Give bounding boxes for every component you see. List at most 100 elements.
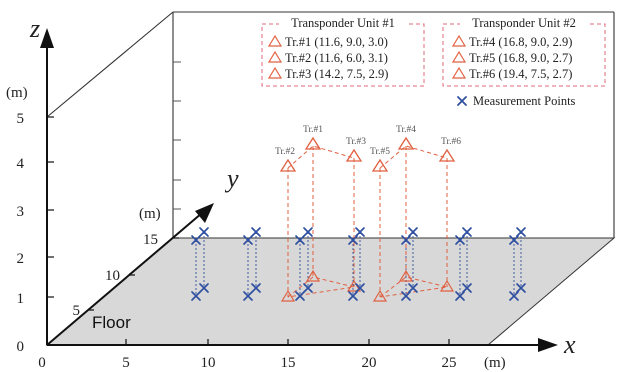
cross-icon	[191, 291, 201, 301]
triangle-icon	[280, 289, 296, 302]
triangle-icon	[451, 50, 467, 63]
legend-tr-2: Tr.#2 (11.6, 6.0, 3.1)	[285, 51, 388, 65]
legend-tr-4: Tr.#4 (16.8, 9.0, 2.9)	[469, 35, 572, 49]
cross-icon	[348, 291, 358, 301]
floor-plane	[45, 237, 616, 346]
cross-icon	[462, 283, 472, 293]
cross-icon	[516, 227, 526, 237]
z-unit-label: (m)	[6, 85, 28, 101]
cross-icon	[355, 227, 365, 237]
unit2-floor-footprint	[379, 276, 448, 298]
unit1-top-link	[287, 145, 355, 169]
measurement-points-top	[191, 227, 526, 245]
cross-icon	[295, 291, 305, 301]
cross-icon	[199, 227, 209, 237]
z-axis-label: z	[29, 14, 40, 43]
tr-1-marker	[304, 136, 322, 150]
tr-3-marker	[345, 148, 363, 162]
triangle-icon	[267, 66, 283, 79]
y-tick-labels: 5 10 15	[73, 232, 159, 319]
y-tick-15: 15	[143, 232, 158, 248]
cross-icon	[509, 291, 519, 301]
triangle-icon	[398, 269, 414, 282]
legend-unit-2: Transponder Unit #2 Tr.#4 (16.8, 9.0, 2.…	[442, 15, 606, 87]
tr-6-marker	[438, 148, 456, 162]
legend-measurement: Measurement Points	[457, 94, 576, 108]
cross-icon	[516, 283, 526, 293]
x-unit-label: (m)	[484, 355, 506, 371]
y-tick-10: 10	[105, 268, 120, 284]
tr-5-marker	[371, 158, 389, 172]
cross-icon	[303, 227, 313, 237]
legend-unit-1: Transponder Unit #1 Tr.#1 (11.6, 9.0, 3.…	[261, 15, 425, 87]
x-axis-arrow	[538, 338, 558, 352]
side-wall-top-edge	[46, 11, 174, 118]
legend-measurement-label: Measurement Points	[473, 94, 576, 108]
floor-transponder-markers	[280, 269, 455, 302]
cross-icon	[355, 283, 365, 293]
triangle-icon	[439, 279, 455, 292]
y-unit-label: (m)	[139, 206, 161, 222]
floor-label: Floor	[92, 313, 131, 332]
cross-icon	[455, 235, 465, 245]
cross-icon	[191, 235, 201, 245]
legend-tr-3: Tr.#3 (14.2, 7.5, 2.9)	[285, 67, 388, 81]
x-tick-25: 25	[442, 355, 457, 371]
x-tick-5: 5	[122, 355, 130, 371]
legend-tr-5: Tr.#5 (16.8, 9.0, 2.7)	[469, 51, 572, 65]
cross-icon	[401, 291, 411, 301]
triangle-icon	[267, 50, 283, 63]
tr-1-label: Tr.#1	[303, 125, 323, 135]
z-axis-arrow	[40, 28, 54, 48]
tr-6-label: Tr.#6	[441, 137, 461, 147]
triangle-icon	[451, 34, 467, 47]
z-tick-4: 4	[17, 156, 25, 172]
x-tick-0: 0	[38, 355, 46, 371]
z-tick-5: 5	[17, 111, 25, 127]
tr-2-label: Tr.#2	[275, 147, 295, 157]
legend-unit-2-title: Transponder Unit #2	[472, 16, 576, 30]
x-tick-10: 10	[201, 355, 216, 371]
cross-icon	[408, 227, 418, 237]
tr-4-marker	[397, 136, 415, 150]
x-tick-20: 20	[362, 355, 377, 371]
transponder-markers	[279, 136, 456, 172]
cross-icon	[251, 283, 261, 293]
measurement-guides	[195, 232, 522, 296]
triangle-icon	[305, 269, 321, 282]
legend-tr-6: Tr.#6 (19.4, 7.5, 2.7)	[469, 67, 572, 81]
measurement-points-bottom	[191, 283, 526, 301]
cross-icon	[243, 235, 253, 245]
cross-icon	[303, 283, 313, 293]
tr-4-label: Tr.#4	[396, 125, 416, 135]
y-ticks	[88, 237, 179, 311]
z-tick-0: 0	[17, 339, 25, 355]
cross-icon	[243, 291, 253, 301]
cross-icon	[509, 235, 519, 245]
triangle-icon	[372, 289, 388, 302]
unit1-floor-footprint	[287, 276, 355, 298]
z-tick-labels: 0 1 2 3 4 5	[17, 111, 25, 355]
z-tick-2: 2	[17, 251, 25, 267]
z-ticks	[47, 116, 54, 346]
legend-unit-1-title: Transponder Unit #1	[291, 16, 395, 30]
legend-tr-1: Tr.#1 (11.6, 9.0, 3.0)	[285, 35, 388, 49]
cross-icon	[348, 235, 358, 245]
x-tick-labels: 0 5 10 15 20 25	[38, 355, 456, 371]
axes	[40, 28, 558, 352]
back-wall-ticks	[173, 61, 181, 210]
x-tick-15: 15	[281, 355, 296, 371]
x-axis-label: x	[563, 330, 576, 359]
x-ticks	[125, 339, 450, 345]
cross-icon	[199, 283, 209, 293]
y-axis-line	[46, 212, 203, 346]
z-tick-1: 1	[17, 291, 25, 307]
y-tick-5: 5	[73, 303, 81, 319]
cross-icon	[401, 235, 411, 245]
cross-icon	[455, 291, 465, 301]
triangle-icon	[451, 66, 467, 79]
cross-icon	[408, 283, 418, 293]
cross-icon	[457, 96, 467, 106]
room-frame	[46, 11, 615, 238]
